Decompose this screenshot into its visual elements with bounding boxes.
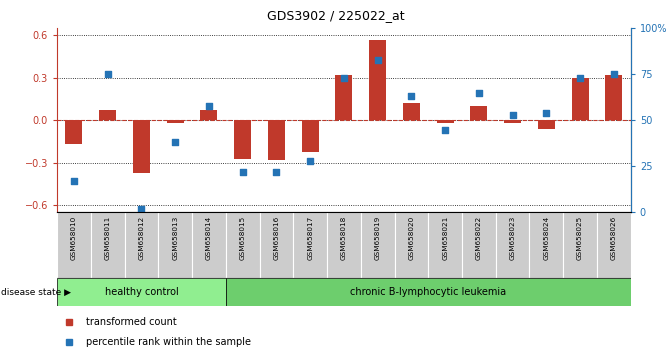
Point <box>575 75 586 81</box>
Text: GSM658015: GSM658015 <box>240 216 246 260</box>
Point <box>474 90 484 96</box>
Point <box>440 127 450 132</box>
Bar <box>260 212 293 278</box>
Bar <box>563 212 597 278</box>
Text: transformed count: transformed count <box>86 317 176 327</box>
Point <box>203 103 214 108</box>
Text: GSM658022: GSM658022 <box>476 216 482 260</box>
Bar <box>133 120 150 173</box>
Bar <box>158 212 192 278</box>
Text: GSM658010: GSM658010 <box>71 216 77 260</box>
Text: chronic B-lymphocytic leukemia: chronic B-lymphocytic leukemia <box>350 287 507 297</box>
Bar <box>99 110 116 120</box>
Point <box>102 72 113 77</box>
Text: percentile rank within the sample: percentile rank within the sample <box>86 337 251 347</box>
Bar <box>166 120 184 123</box>
Text: GSM658020: GSM658020 <box>409 216 415 260</box>
Bar <box>437 120 454 123</box>
Bar <box>293 212 327 278</box>
Bar <box>395 212 428 278</box>
Bar <box>302 120 319 152</box>
Point <box>406 93 417 99</box>
Bar <box>336 75 352 120</box>
Bar <box>225 278 631 306</box>
Point <box>372 57 383 62</box>
Bar <box>538 120 555 129</box>
Bar <box>57 212 91 278</box>
Point <box>271 169 282 175</box>
Text: disease state ▶: disease state ▶ <box>1 287 71 297</box>
Bar <box>504 120 521 123</box>
Bar <box>268 120 285 160</box>
Bar <box>192 212 225 278</box>
Bar <box>66 120 83 144</box>
Bar <box>57 278 225 306</box>
Bar <box>462 212 496 278</box>
Point <box>541 110 552 116</box>
Bar <box>225 212 260 278</box>
Text: GSM658016: GSM658016 <box>273 216 279 260</box>
Bar <box>428 212 462 278</box>
Bar <box>572 78 588 120</box>
Text: GSM658012: GSM658012 <box>138 216 144 260</box>
Point <box>339 75 350 81</box>
Bar <box>201 110 217 120</box>
Text: GSM658017: GSM658017 <box>307 216 313 260</box>
Bar <box>234 120 251 159</box>
Text: GSM658023: GSM658023 <box>509 216 515 260</box>
Point <box>609 72 619 77</box>
Point <box>507 112 518 118</box>
Bar <box>470 106 487 120</box>
Text: GSM658021: GSM658021 <box>442 216 448 260</box>
Bar <box>605 75 622 120</box>
Bar <box>496 212 529 278</box>
Bar <box>403 103 420 120</box>
Text: healthy control: healthy control <box>105 287 178 297</box>
Text: GSM658026: GSM658026 <box>611 216 617 260</box>
Text: GSM658024: GSM658024 <box>544 216 550 260</box>
Bar <box>597 212 631 278</box>
Text: GSM658025: GSM658025 <box>577 216 583 260</box>
Bar <box>125 212 158 278</box>
Bar <box>369 40 386 120</box>
Text: GSM658018: GSM658018 <box>341 216 347 260</box>
Text: GSM658014: GSM658014 <box>206 216 212 260</box>
Text: GDS3902 / 225022_at: GDS3902 / 225022_at <box>266 9 405 22</box>
Text: GSM658011: GSM658011 <box>105 216 111 260</box>
Bar <box>361 212 395 278</box>
Point <box>305 158 315 164</box>
Text: GSM658013: GSM658013 <box>172 216 178 260</box>
Bar <box>529 212 563 278</box>
Text: GSM658019: GSM658019 <box>374 216 380 260</box>
Point <box>136 206 147 212</box>
Bar <box>327 212 361 278</box>
Bar <box>91 212 125 278</box>
Point <box>170 139 180 145</box>
Point <box>68 178 79 184</box>
Point <box>238 169 248 175</box>
